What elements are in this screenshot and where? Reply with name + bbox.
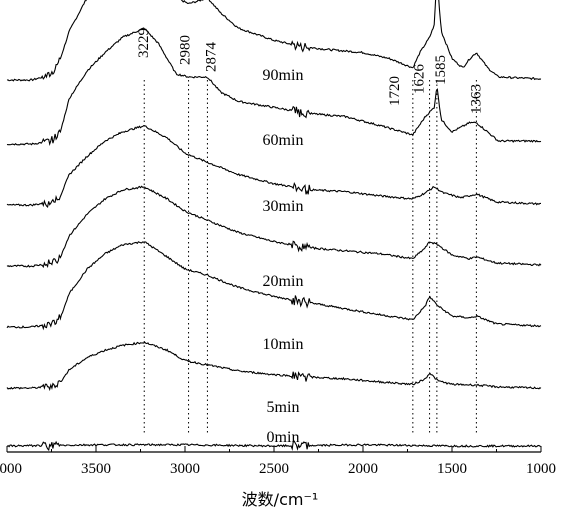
- series-label-20min: 20min: [263, 273, 304, 290]
- spectrum-5min: [6, 341, 542, 392]
- x-tick-label: 4000: [0, 461, 22, 477]
- series-label-5min: 5min: [267, 399, 300, 416]
- peak-label-1626: 1626: [412, 64, 428, 95]
- peak-label-3229: 3229: [136, 28, 152, 58]
- peak-label-1363: 1363: [468, 84, 484, 114]
- x-tick-label: 3000: [170, 461, 200, 477]
- x-axis: 4000 3500 3000 2500 2000 1500 1000: [0, 446, 556, 477]
- series-labels: 90min 60min 30min 20min 10min 5min 0min: [263, 67, 304, 446]
- x-tick-label: 3500: [81, 461, 111, 477]
- x-tick-label: 2000: [348, 461, 378, 477]
- x-axis-title: 波数/cm⁻¹: [242, 490, 319, 509]
- peak-labels: 3229 2980 2874 1720 1626 1585 1363: [136, 28, 484, 114]
- peak-label-1720: 1720: [387, 76, 403, 106]
- peak-label-1585: 1585: [433, 55, 449, 85]
- spectrum-10min: [6, 241, 542, 331]
- series-label-0min: 0min: [267, 429, 300, 446]
- peak-guide-lines: [143, 80, 477, 435]
- spectrum-60min: [6, 27, 542, 147]
- peak-label-2980: 2980: [178, 35, 194, 65]
- series-label-10min: 10min: [263, 336, 304, 353]
- x-ticks: 4000 3500 3000 2500 2000 1500 1000: [0, 446, 556, 477]
- series-label-60min: 60min: [263, 132, 304, 149]
- series-label-30min: 30min: [263, 198, 304, 215]
- spectrum-20min: [6, 185, 542, 269]
- spectrum-90min: [6, 0, 542, 82]
- peak-label-2874: 2874: [203, 42, 219, 73]
- spectrum-30min: [6, 124, 541, 208]
- series-label-90min: 90min: [263, 67, 304, 84]
- x-tick-label: 2500: [259, 461, 289, 477]
- x-tick-label: 1000: [526, 461, 556, 477]
- x-tick-label: 1500: [437, 461, 467, 477]
